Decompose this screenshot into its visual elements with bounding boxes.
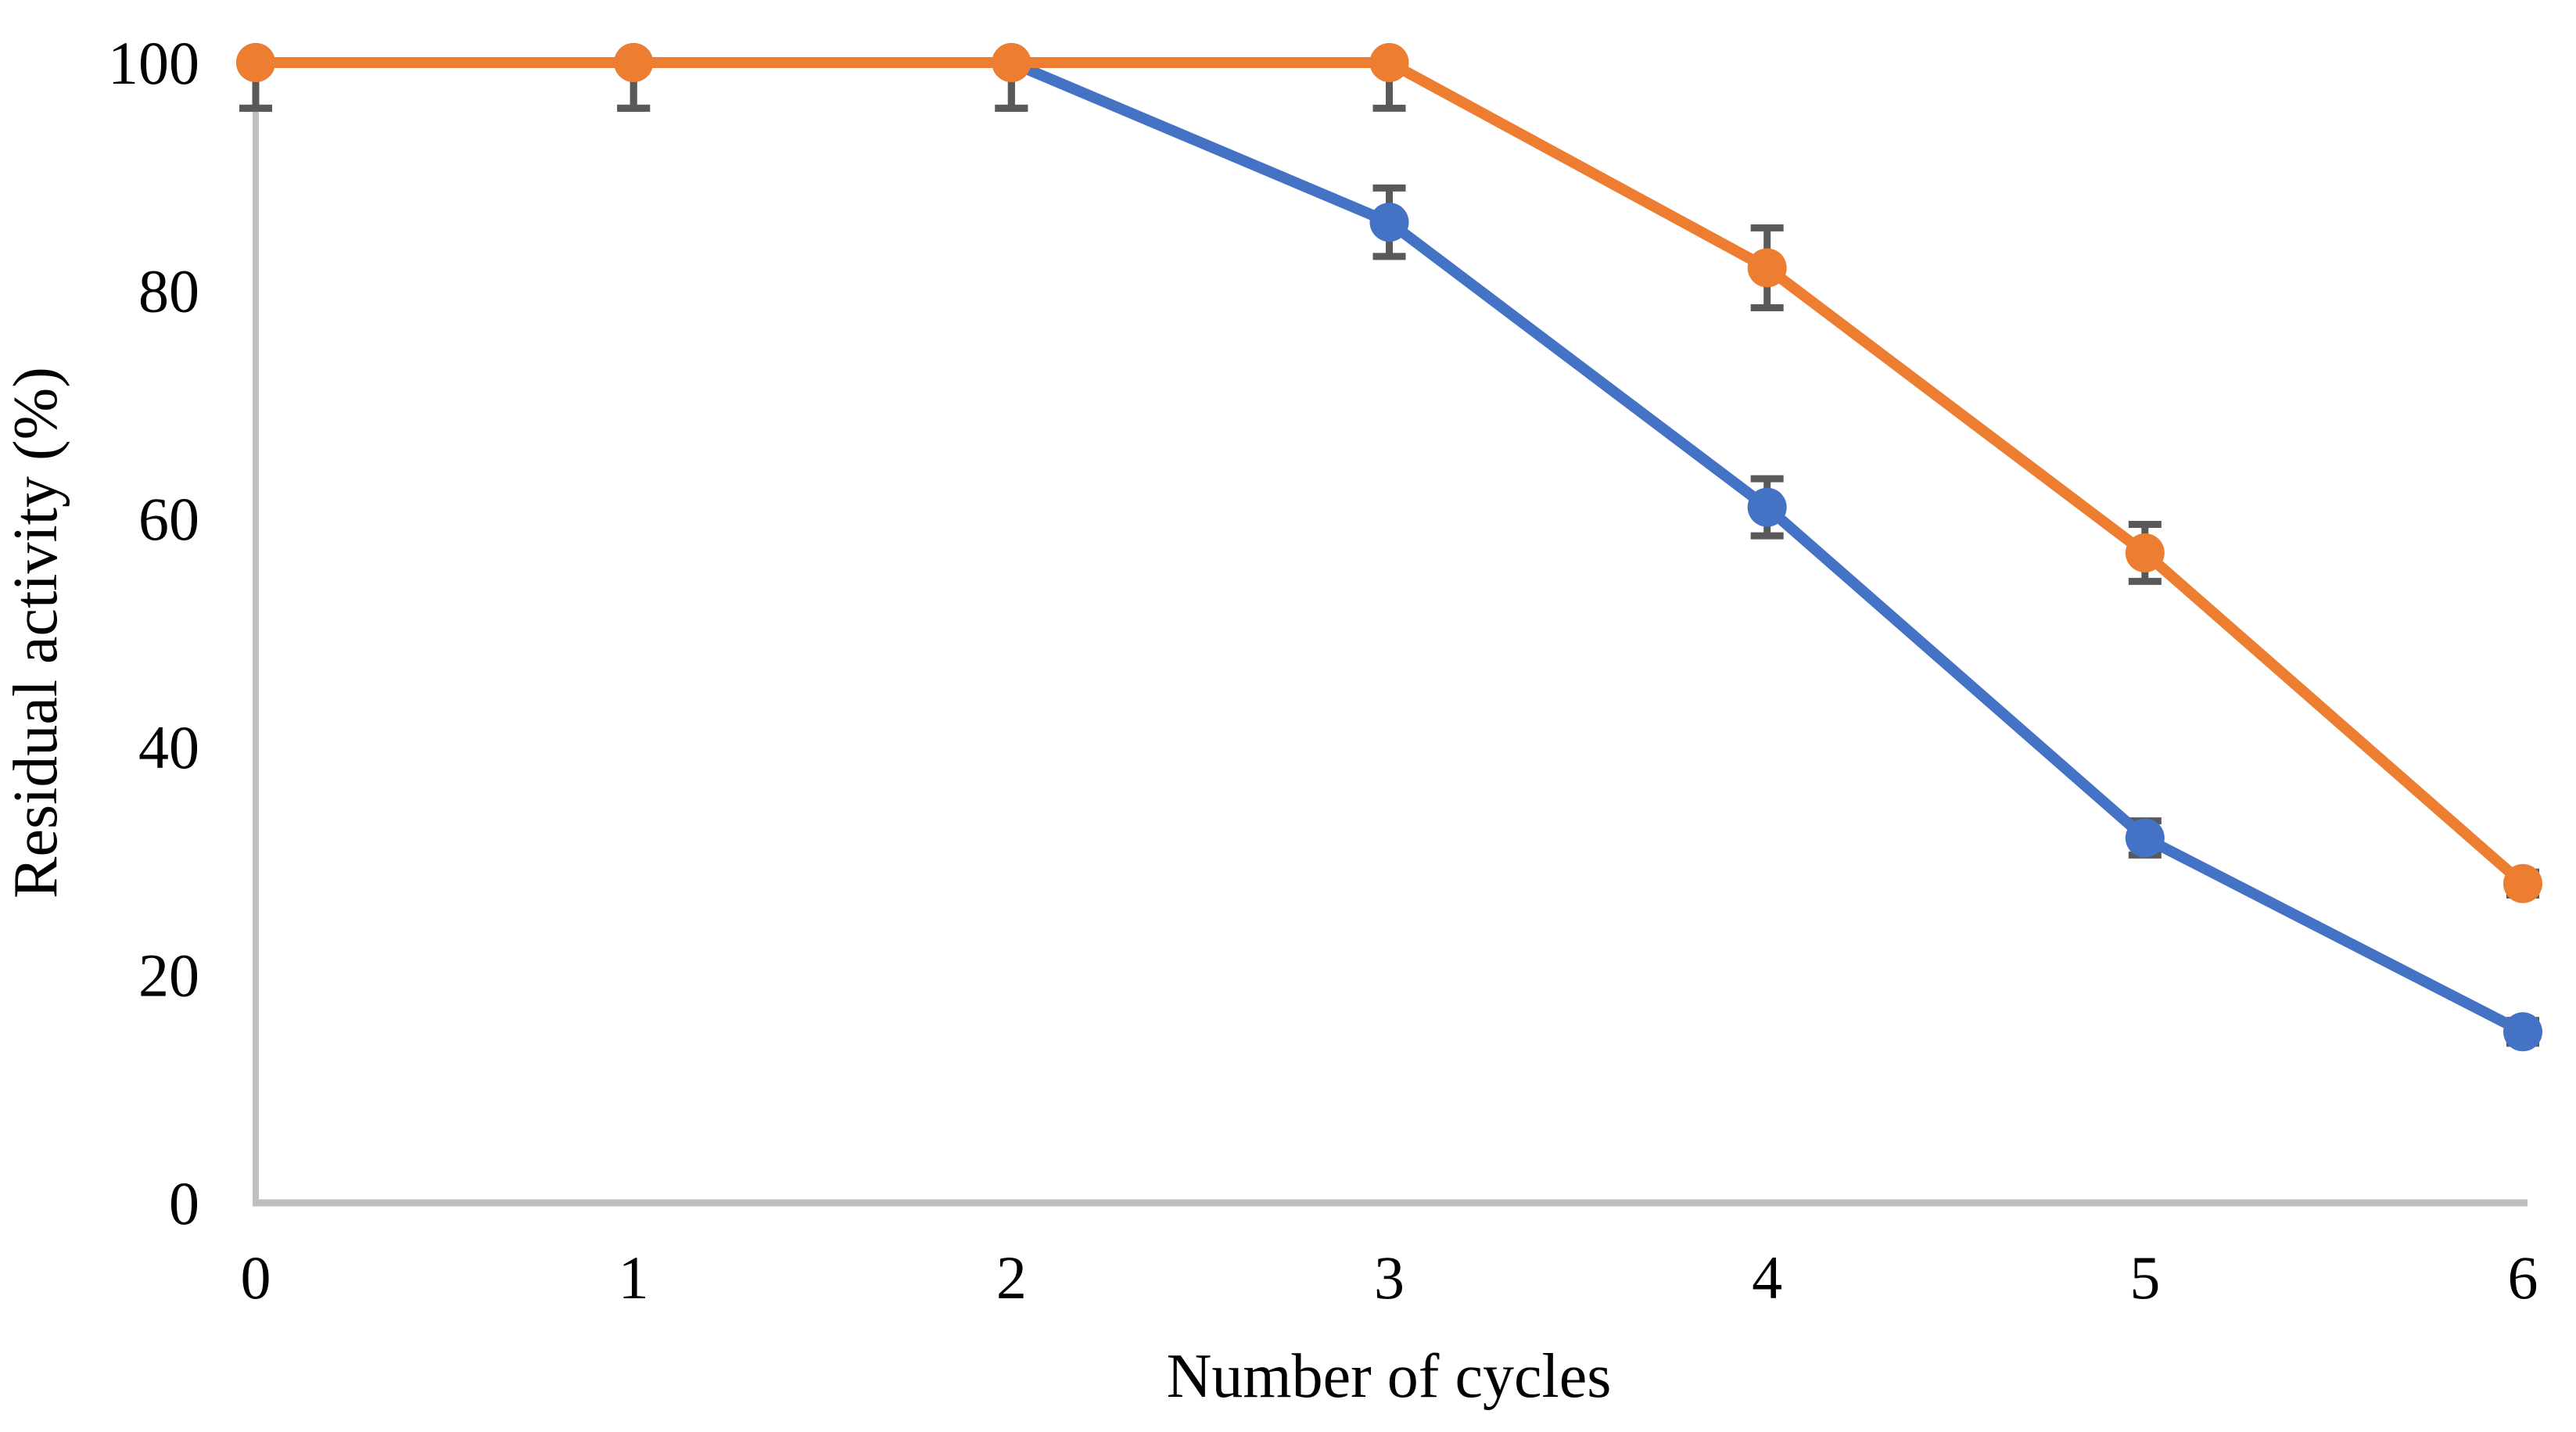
- error-bars-layer: [239, 63, 2539, 1047]
- x-tick-label: 5: [2129, 1244, 2160, 1312]
- y-tick-label: 80: [138, 257, 199, 325]
- x-tick-label: 2: [996, 1244, 1027, 1312]
- data-point-orange: [992, 43, 1031, 82]
- y-tick-labels: 0 20 40 60 80 100: [108, 29, 199, 1237]
- data-point-orange: [1747, 248, 1787, 288]
- y-tick-label: 40: [138, 713, 199, 781]
- data-point-blue: [2503, 1012, 2542, 1052]
- data-point-orange: [2503, 863, 2542, 903]
- x-tick-labels: 0 1 2 3 4 5 6: [241, 1244, 2538, 1312]
- data-point-blue: [2125, 818, 2165, 858]
- y-tick-label: 60: [138, 485, 199, 553]
- series-layer: [236, 43, 2542, 1052]
- y-tick-label: 20: [138, 941, 199, 1009]
- y-tick-label: 0: [169, 1169, 199, 1237]
- x-tick-label: 0: [241, 1244, 271, 1312]
- x-tick-label: 6: [2508, 1244, 2538, 1312]
- x-axis-title: Number of cycles: [1167, 1342, 1612, 1411]
- data-point-blue: [1747, 487, 1787, 527]
- data-point-orange: [1369, 43, 1409, 82]
- data-point-orange: [236, 43, 275, 82]
- x-tick-label: 3: [1374, 1244, 1405, 1312]
- x-tick-label: 4: [1752, 1244, 1782, 1312]
- y-tick-label: 100: [108, 29, 199, 97]
- x-tick-label: 1: [619, 1244, 649, 1312]
- data-point-blue: [1369, 203, 1409, 242]
- data-point-orange: [2125, 533, 2165, 572]
- series-orange: [236, 43, 2542, 903]
- y-axis-title: Residual activity (%): [2, 367, 70, 899]
- data-point-orange: [614, 43, 654, 82]
